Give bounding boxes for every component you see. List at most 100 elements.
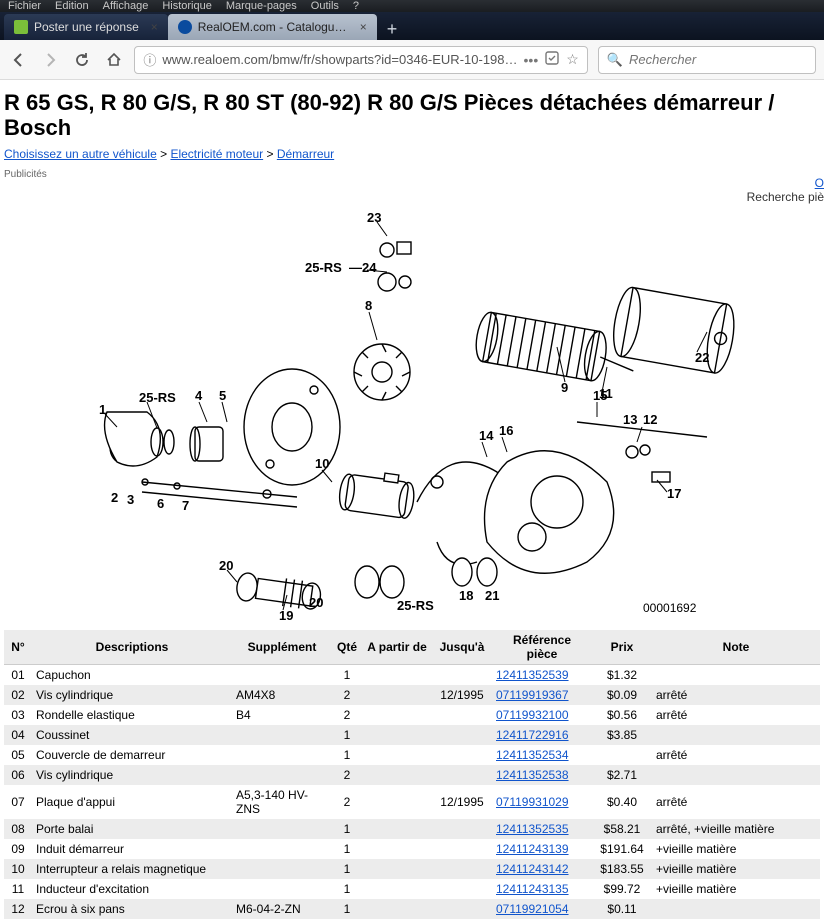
menu-item[interactable]: Edition [55,0,89,12]
cell-qty: 1 [332,859,362,879]
menu-item[interactable]: Affichage [103,0,149,12]
cell-qty: 1 [332,664,362,685]
tab-poster-reponse[interactable]: Poster une réponse × [4,14,168,40]
cell-desc: Vis cylindrique [32,765,232,785]
cell-to [432,725,492,745]
cell-from [362,664,432,685]
search-parts-link[interactable]: Recherche piè [747,190,824,204]
cell-note: +vieille matière [652,879,820,899]
cell-no: 11 [4,879,32,899]
part-ref-link[interactable]: 07119932100 [496,708,569,722]
breadcrumb-subcategory[interactable]: Démarreur [277,147,334,161]
cell-ref: 07119932100 [492,705,592,725]
cell-ref: 07119921054 [492,899,592,919]
cell-qty: 1 [332,745,362,765]
cell-desc: Interrupteur a relais magnetique [32,859,232,879]
cell-desc: Plaque d'appui [32,785,232,819]
reload-button[interactable] [71,47,93,73]
menu-item[interactable]: Historique [162,0,212,12]
menu-item[interactable]: Outils [311,0,339,12]
svg-text:25-RS: 25-RS [305,260,342,275]
menu-item[interactable]: Fichier [8,0,41,12]
table-row: 06Vis cylindrique212411352538$2.71 [4,765,820,785]
col-ref: Référence pièce [492,630,592,665]
cell-no: 04 [4,725,32,745]
cell-no: 02 [4,685,32,705]
part-ref-link[interactable]: 12411352539 [496,668,569,682]
cell-note: arrêté, +vieille matière [652,819,820,839]
cell-to [432,705,492,725]
cell-from [362,685,432,705]
tab-realoem[interactable]: RealOEM.com - Catalogue En l… × [168,14,377,40]
cell-note [652,664,820,685]
home-button[interactable] [103,47,125,73]
options-link[interactable]: O [747,176,824,190]
breadcrumb-vehicle[interactable]: Choisissez un autre véhicule [4,147,157,161]
search-input[interactable] [629,52,807,67]
cell-note [652,899,820,919]
cell-qty: 1 [332,879,362,899]
reader-icon[interactable] [544,50,560,69]
svg-text:1: 1 [99,402,106,417]
url-bar[interactable]: ⓘ www.realoem.com/bmw/fr/showparts?id=03… [134,46,587,74]
search-box[interactable]: 🔍 [598,46,816,74]
part-ref-link[interactable]: 07119919367 [496,688,569,702]
cell-supp [232,664,332,685]
svg-text:14: 14 [479,428,494,443]
cell-supp: A5,3-140 HV-ZNS [232,785,332,819]
cell-note: arrêté [652,705,820,725]
svg-text:10: 10 [315,456,329,471]
menu-item[interactable]: Marque-pages [226,0,297,12]
cell-supp: B4 [232,705,332,725]
part-ref-link[interactable]: 12411243139 [496,842,569,856]
back-button[interactable] [8,47,30,73]
part-ref-link[interactable]: 12411243142 [496,862,569,876]
page-actions-icon[interactable]: ••• [524,52,539,68]
svg-text:22: 22 [695,350,709,365]
cell-from [362,879,432,899]
bookmark-icon[interactable]: ☆ [566,51,579,68]
cell-supp [232,819,332,839]
close-icon[interactable]: × [151,20,158,34]
svg-text:20: 20 [219,558,233,573]
cell-no: 08 [4,819,32,839]
cell-from [362,725,432,745]
tab-label: Poster une réponse [34,20,139,34]
cell-note: arrêté [652,685,820,705]
cell-no: 12 [4,899,32,919]
cell-qty: 2 [332,785,362,819]
cell-price: $191.64 [592,839,652,859]
tab-label: RealOEM.com - Catalogue En l… [198,20,348,34]
page-title: R 65 GS, R 80 G/S, R 80 ST (80-92) R 80 … [4,90,820,141]
table-row: 08Porte balai112411352535$58.21arrêté, +… [4,819,820,839]
part-ref-link[interactable]: 07119931029 [496,795,569,809]
diagram-id: 00001692 [643,601,697,615]
part-ref-link[interactable]: 07119921054 [496,902,569,916]
new-tab-button[interactable]: + [377,19,408,40]
cell-price: $2.71 [592,765,652,785]
cell-ref: 12411243135 [492,879,592,899]
cell-qty: 2 [332,765,362,785]
forward-button[interactable] [40,47,62,73]
info-icon[interactable]: ⓘ [143,50,156,69]
table-row: 03Rondelle elastiqueB4207119932100$0.56a… [4,705,820,725]
cell-desc: Vis cylindrique [32,685,232,705]
breadcrumb-category[interactable]: Electricité moteur [170,147,263,161]
menu-item[interactable]: ? [353,0,359,12]
part-ref-link[interactable]: 12411722916 [496,728,569,742]
close-icon[interactable]: × [360,20,367,34]
cell-desc: Ecrou à six pans [32,899,232,919]
col-note: Note [652,630,820,665]
svg-text:21: 21 [485,588,499,603]
cell-price: $0.40 [592,785,652,819]
part-ref-link[interactable]: 12411352535 [496,822,569,836]
part-ref-link[interactable]: 12411352534 [496,748,569,762]
cell-desc: Capuchon [32,664,232,685]
part-ref-link[interactable]: 12411243135 [496,882,569,896]
svg-text:25-RS: 25-RS [397,598,434,613]
svg-text:9: 9 [561,380,568,395]
svg-text:18: 18 [459,588,473,603]
cell-no: 01 [4,664,32,685]
svg-text:7: 7 [182,498,189,513]
part-ref-link[interactable]: 12411352538 [496,768,569,782]
